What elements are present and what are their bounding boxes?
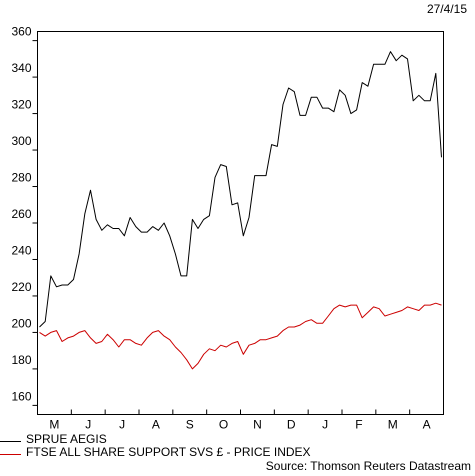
legend-label-ftse: FTSE ALL SHARE SUPPORT SVS £ - PRICE IND…: [26, 445, 311, 459]
x-tick-label: M: [49, 418, 59, 432]
x-tick-label: N: [253, 418, 262, 432]
y-tick-label: 300: [11, 134, 31, 148]
legend-label-sprue-aegis: SPRUE AEGIS: [26, 432, 107, 446]
legend-swatch-sprue-aegis: [0, 441, 21, 442]
x-tick-label: O: [219, 418, 228, 432]
date-label: 27/4/15: [427, 2, 467, 16]
y-tick-label: 220: [11, 280, 31, 294]
y-axis: 160 180 200 220 240 260 280 300 320 340 360: [11, 25, 38, 406]
y-tick-label: 180: [11, 353, 31, 367]
source-note: Source: Thomson Reuters Datastream: [265, 459, 471, 473]
legend-swatch-ftse: [0, 454, 21, 455]
x-tick-label: S: [186, 418, 194, 432]
x-tick-label: D: [287, 418, 296, 432]
x-tick-label: J: [85, 418, 91, 432]
series-line-ftse: [39, 302, 442, 370]
x-tick-label: J: [322, 418, 328, 432]
y-tick-label: 320: [11, 98, 31, 112]
y-tick-label: 360: [11, 25, 31, 39]
y-tick-label: 260: [11, 207, 31, 221]
x-tick-label: M: [388, 418, 398, 432]
x-tick-label: F: [355, 418, 362, 432]
y-tick-label: 240: [11, 243, 31, 257]
x-tick-label: A: [423, 418, 431, 432]
x-tick-label: A: [152, 418, 160, 432]
y-tick-label: 280: [11, 171, 31, 185]
y-tick-label: 200: [11, 316, 31, 330]
y-tick-label: 160: [11, 389, 31, 403]
series-line-sprue-aegis: [39, 51, 442, 328]
x-tick-label: J: [119, 418, 125, 432]
series-layer: [39, 51, 442, 370]
y-tick-label: 340: [11, 61, 31, 75]
